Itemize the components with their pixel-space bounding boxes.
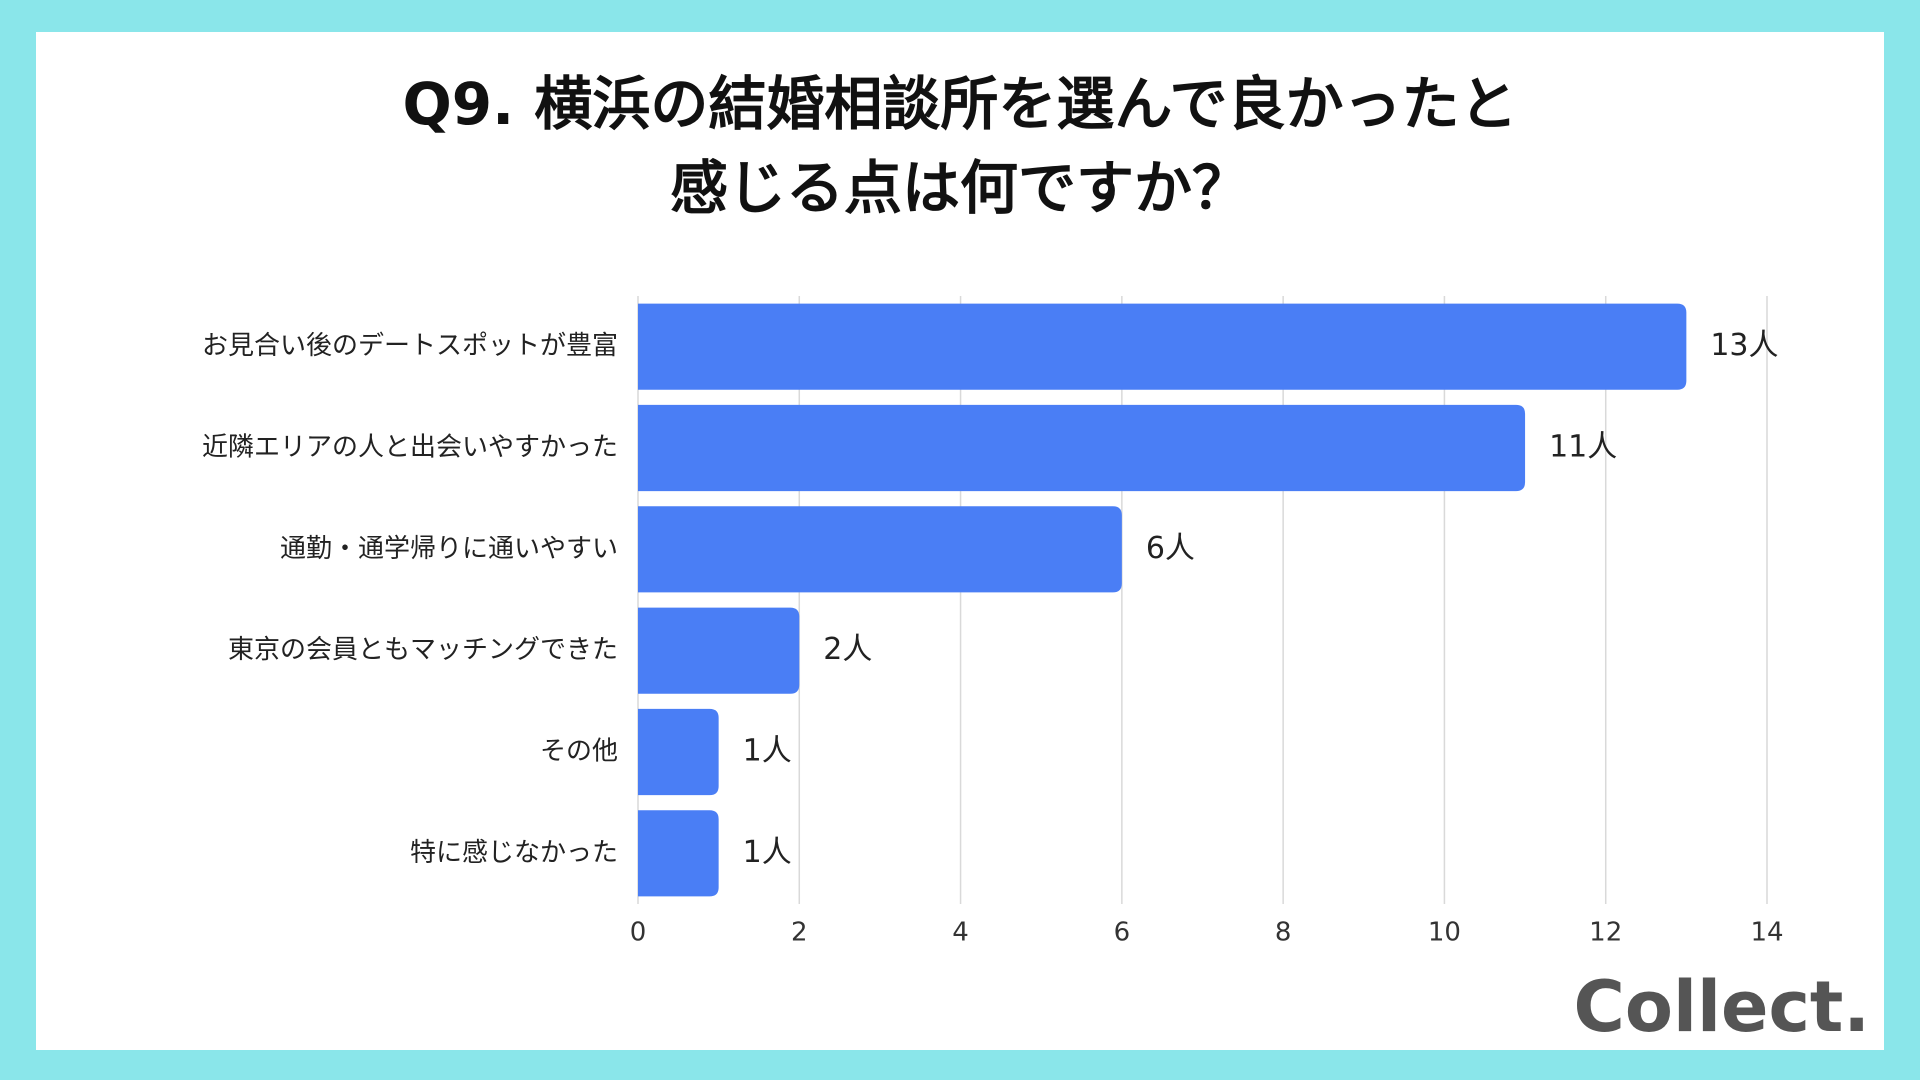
value-label: 1人 — [743, 734, 792, 769]
value-label: 11人 — [1549, 430, 1617, 465]
value-label: 1人 — [743, 835, 792, 870]
bar — [638, 303, 1687, 390]
x-tick-label: 6 — [1114, 918, 1131, 948]
x-tick-label: 12 — [1589, 918, 1622, 948]
y-tick-label: その他 — [540, 737, 618, 767]
chart-title: 感じる点は何ですか？ — [670, 154, 1250, 222]
bar — [638, 607, 800, 694]
bar — [638, 810, 719, 897]
x-tick-label: 8 — [1275, 918, 1292, 948]
y-tick-label: 通勤・通学帰りに通いやすい — [280, 534, 618, 564]
y-tick-label: 東京の会員ともマッチングできた — [228, 635, 618, 665]
y-tick-label: 特に感じなかった — [410, 838, 618, 868]
bar — [638, 708, 719, 796]
y-tick-label: 近隣エリアの人と出会いやすかった — [202, 433, 618, 463]
chart-title: Q9. 横浜の結婚相談所を選んで良かったと — [403, 70, 1518, 138]
value-label: 2人 — [823, 632, 872, 667]
y-tick-label: お見合い後のデートスポットが豊富 — [202, 331, 618, 361]
value-label: 13人 — [1710, 328, 1778, 363]
logo: Collect. — [1574, 966, 1870, 1048]
x-tick-label: 2 — [791, 918, 808, 948]
bar — [638, 506, 1122, 593]
x-tick-label: 0 — [630, 918, 647, 948]
x-tick-label: 4 — [952, 918, 969, 948]
x-tick-label: 10 — [1428, 918, 1461, 948]
bar — [638, 404, 1526, 492]
value-label: 6人 — [1146, 531, 1195, 566]
x-tick-label: 14 — [1750, 918, 1783, 948]
